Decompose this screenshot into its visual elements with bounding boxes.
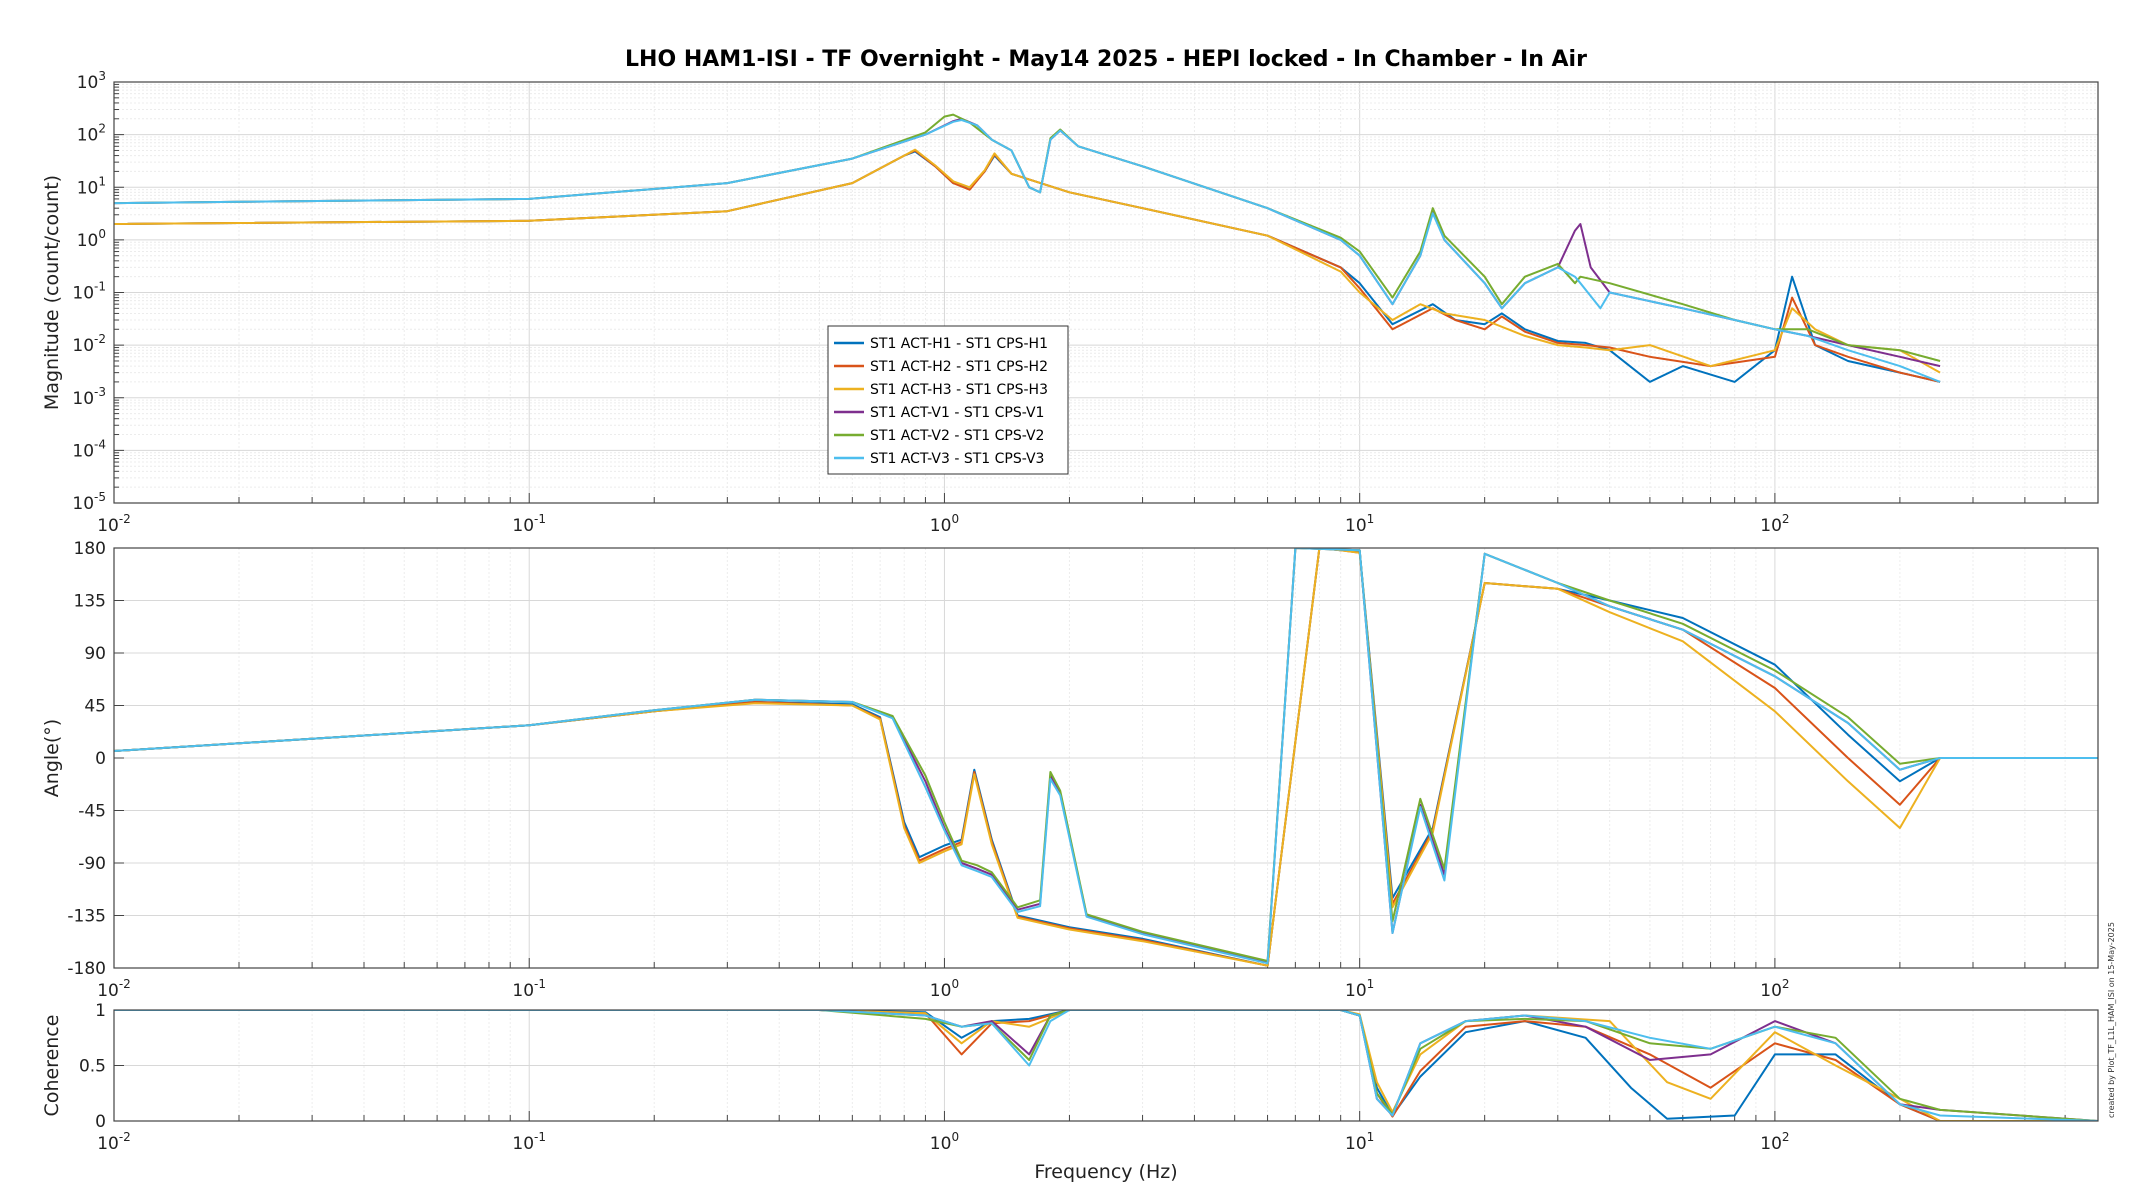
magnitude-series-line-5: [114, 113, 1941, 362]
coherence-y-axis-label: Coherence: [41, 1015, 63, 1117]
magnitude-x-tick-label: 10-1: [512, 512, 546, 536]
coherence-x-tick-label: 101: [1345, 1130, 1374, 1154]
magnitude-x-tick-label: 100: [930, 512, 959, 536]
coherence-x-tick-label: 100: [930, 1130, 959, 1154]
legend-entry-label: ST1 ACT-H3 - ST1 CPS-H3: [870, 382, 1048, 398]
coherence-y-tick-label: 0: [95, 1112, 106, 1132]
credit-note: created by Plot_TF_L1L_HAM_ISI on 15-May…: [2107, 922, 2116, 1118]
coherence-series-group: [114, 1010, 2098, 1121]
legend-entry-label: ST1 ACT-V2 - ST1 CPS-V2: [870, 428, 1044, 444]
coherence-y-tick-label: 0.5: [79, 1057, 106, 1077]
magnitude-x-tick-label: 101: [1345, 512, 1374, 536]
phase-y-tick-label: -180: [67, 959, 106, 979]
coherence-axes-frame: [113, 1009, 2099, 1122]
chart-title: LHO HAM1-ISI - TF Overnight - May14 2025…: [625, 47, 1587, 72]
phase-x-tick-label: 10-2: [97, 977, 131, 1001]
phase-series-group: [114, 548, 2098, 967]
phase-y-tick-label: -90: [78, 854, 106, 874]
magnitude-x-tick-label: 102: [1760, 512, 1789, 536]
x-axis-label: Frequency (Hz): [1034, 1161, 1177, 1183]
coherence-x-tick-label: 10-1: [512, 1130, 546, 1154]
magnitude-series-line-6: [114, 119, 1941, 383]
phase-y-tick-label: 90: [84, 644, 106, 664]
magnitude-y-tick-label: 10-2: [72, 332, 106, 356]
phase-axes-frame: [113, 547, 2099, 969]
magnitude-axes-frame: [113, 81, 2099, 504]
legend-entry-label: ST1 ACT-V3 - ST1 CPS-V3: [870, 451, 1044, 467]
coherence-series-line-1: [114, 1010, 2098, 1121]
magnitude-y-axis-label: Magnitude (count/count): [41, 175, 63, 410]
phase-x-tick-label: 100: [930, 977, 959, 1001]
magnitude-y-tick-label: 103: [77, 69, 106, 93]
magnitude-y-tick-label: 102: [77, 122, 106, 146]
magnitude-series-line-3: [114, 148, 1941, 374]
phase-y-tick-label: 135: [74, 592, 106, 612]
coherence-x-tick-label: 102: [1760, 1130, 1789, 1154]
phase-series-line-5: [114, 548, 2098, 962]
phase-y-tick-label: 45: [84, 697, 106, 717]
phase-y-tick-label: -45: [78, 802, 106, 822]
magnitude-y-tick-label: 10-5: [72, 490, 106, 514]
magnitude-y-tick-label: 100: [77, 227, 106, 251]
coherence-y-tick-label: 1: [95, 1001, 106, 1021]
phase-y-tick-label: -135: [67, 907, 106, 927]
phase-series-line-6: [114, 548, 2098, 965]
magnitude-y-tick-label: 10-4: [72, 437, 106, 461]
legend-entry-label: ST1 ACT-V1 - ST1 CPS-V1: [870, 405, 1044, 421]
magnitude-series-group: [114, 113, 1941, 383]
phase-x-tick-label: 10-1: [512, 977, 546, 1001]
coherence-series-line-6: [114, 1010, 2098, 1121]
magnitude-y-tick-label: 10-1: [72, 280, 106, 304]
magnitude-y-tick-label: 10-3: [72, 385, 106, 409]
legend-box: [827, 325, 1069, 475]
phase-y-axis-label: Angle(°): [41, 719, 63, 797]
magnitude-panel: 10-5 10-4 10-3 10-2 10-1 100 101 102 103 10-2 10-1…: [41, 69, 2099, 536]
legend-entry-label: ST1 ACT-H2 - ST1 CPS-H2: [870, 359, 1048, 375]
legend-entry-label: ST1 ACT-H1 - ST1 CPS-H1: [870, 336, 1048, 352]
coherence-panel: 1 0.5 010-2 10-1 100 101 102 Coherence: [41, 1001, 2099, 1154]
phase-x-tick-label: 101: [1345, 977, 1374, 1001]
coherence-x-tick-label: 10-2: [97, 1130, 131, 1154]
phase-series-line-3: [114, 548, 2098, 967]
magnitude-y-tick-label: 101: [77, 174, 106, 198]
phase-y-tick-label: 0: [95, 749, 106, 769]
magnitude-x-tick-label: 10-2: [97, 512, 131, 536]
legend: ST1 ACT-H1 - ST1 CPS-H1 ST1 ACT-H2 - ST1 …: [827, 325, 1069, 475]
phase-x-tick-label: 102: [1760, 977, 1789, 1001]
coherence-series-line-2: [114, 1010, 2098, 1121]
phase-y-tick-label: 180: [74, 539, 106, 559]
magnitude-grid: [113, 81, 2099, 504]
